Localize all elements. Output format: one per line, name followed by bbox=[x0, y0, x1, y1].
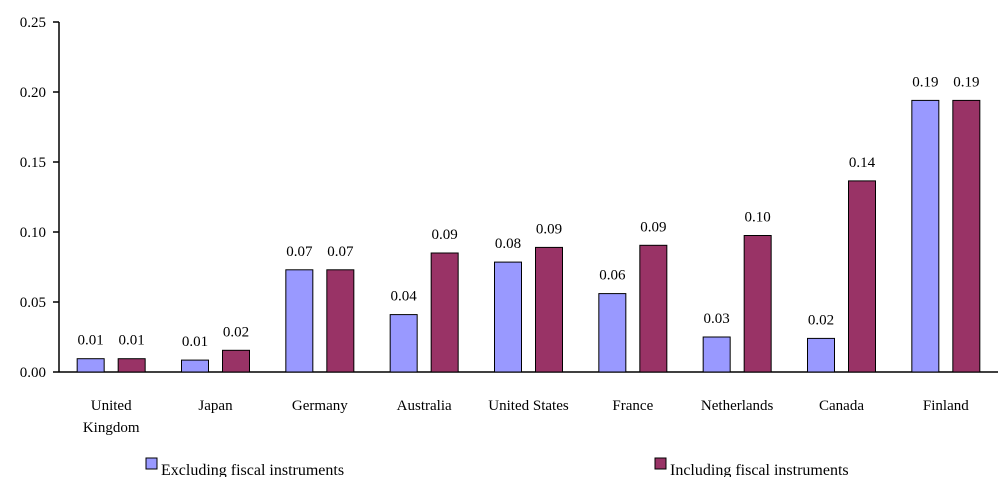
y-tick-label: 0.10 bbox=[20, 225, 46, 241]
data-label: 0.09 bbox=[432, 227, 458, 243]
data-label: 0.01 bbox=[182, 334, 208, 350]
bar bbox=[848, 180, 876, 373]
data-label: 0.04 bbox=[391, 289, 418, 305]
bar bbox=[181, 359, 209, 373]
x-tick-label: Canada bbox=[819, 398, 864, 414]
data-label: 0.07 bbox=[327, 244, 354, 260]
data-label: 0.19 bbox=[912, 74, 938, 90]
y-tick-label: 0.00 bbox=[20, 365, 46, 381]
legend-label: Excluding fiscal instruments bbox=[161, 462, 344, 477]
bar bbox=[494, 261, 522, 373]
x-tick-label: United bbox=[91, 398, 132, 414]
bar bbox=[76, 358, 105, 373]
x-tick-label: Netherlands bbox=[701, 398, 774, 414]
y-axis-ticks: 0.00 0.05 0.10 0.15 0.20 0.25 bbox=[20, 15, 59, 381]
x-tick-label: United States bbox=[488, 398, 569, 414]
x-tick-label: Finland bbox=[923, 398, 969, 414]
bar bbox=[639, 244, 668, 373]
category-labels: United Kingdom Japan Germany Australia United… bbox=[83, 398, 969, 436]
bar bbox=[598, 293, 627, 373]
y-tick-label: 0.15 bbox=[20, 155, 46, 171]
data-label: 0.07 bbox=[286, 244, 313, 260]
legend-swatch bbox=[654, 457, 667, 470]
legend-label: Including fiscal instruments bbox=[670, 462, 849, 477]
data-label: 0.06 bbox=[599, 268, 626, 284]
data-label: 0.09 bbox=[640, 219, 666, 235]
data-labels: 0.01 0.01 0.01 0.02 0.07 0.07 0.04 0.09 0.08 0.09… bbox=[78, 74, 980, 350]
data-label: 0.01 bbox=[119, 333, 145, 349]
data-label: 0.02 bbox=[808, 312, 834, 328]
bar bbox=[952, 99, 981, 373]
data-label: 0.03 bbox=[704, 311, 730, 327]
bar bbox=[389, 314, 418, 373]
data-label: 0.02 bbox=[223, 324, 249, 340]
y-tick-label: 0.25 bbox=[20, 15, 46, 31]
data-label: 0.10 bbox=[745, 210, 771, 226]
bar bbox=[117, 358, 146, 373]
bar bbox=[222, 349, 250, 373]
bar bbox=[326, 269, 355, 373]
data-label: 0.14 bbox=[849, 155, 876, 171]
bar bbox=[743, 235, 772, 373]
y-tick-label: 0.20 bbox=[20, 85, 46, 101]
data-label: 0.09 bbox=[536, 221, 562, 237]
data-label: 0.19 bbox=[953, 74, 979, 90]
bar bbox=[285, 269, 314, 373]
chart-bars bbox=[76, 99, 981, 373]
chart-legend: Excluding fiscal instruments Including fi… bbox=[145, 457, 849, 477]
chart-axes bbox=[58, 22, 998, 373]
bar bbox=[430, 252, 459, 373]
bar bbox=[535, 246, 563, 373]
data-label: 0.08 bbox=[495, 236, 521, 252]
x-tick-label: Kingdom bbox=[83, 420, 140, 436]
x-tick-label: France bbox=[612, 398, 653, 414]
legend-swatch bbox=[145, 457, 158, 470]
y-tick-label: 0.05 bbox=[20, 295, 46, 311]
x-tick-label: Germany bbox=[292, 398, 348, 414]
bar bbox=[702, 336, 731, 373]
bar bbox=[807, 337, 835, 373]
x-tick-label: Australia bbox=[397, 398, 452, 414]
data-label: 0.01 bbox=[78, 333, 104, 349]
x-tick-label: Japan bbox=[198, 398, 233, 414]
bar bbox=[911, 99, 940, 373]
